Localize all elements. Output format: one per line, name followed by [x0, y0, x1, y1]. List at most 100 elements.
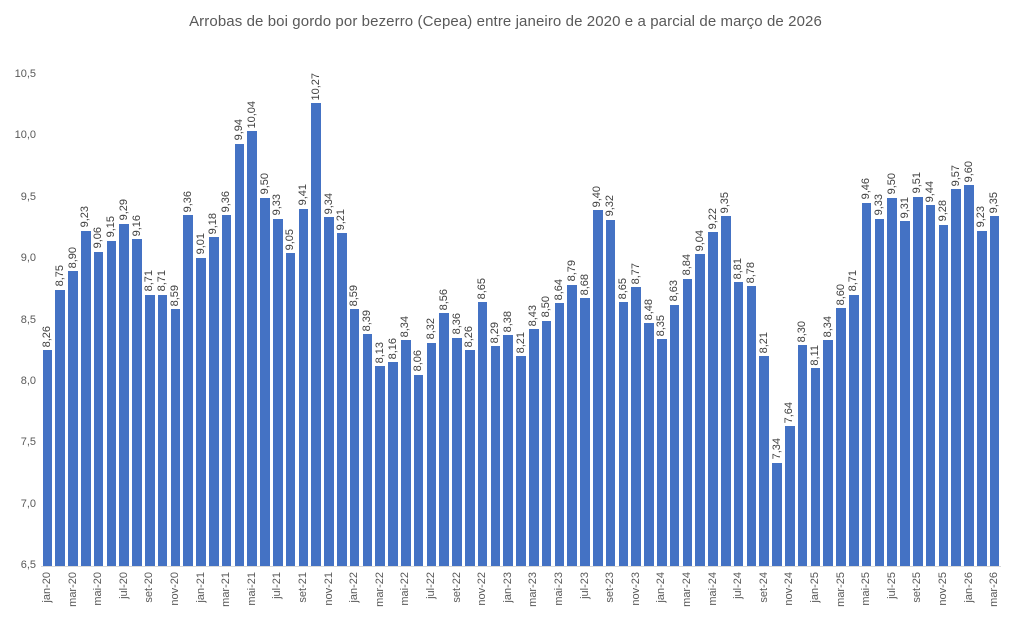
bar-jun-25: [874, 218, 885, 566]
bar-jan-23: [503, 335, 513, 566]
bar-value-label: 9,04: [693, 229, 706, 252]
x-axis-label: jul-20: [117, 572, 130, 599]
x-axis-label: set-25: [911, 572, 924, 603]
x-axis-label: nov-20: [168, 572, 181, 606]
bar-value-label: 8,26: [463, 325, 476, 347]
bar-value-label: 8,32: [424, 318, 437, 340]
bar-value-label: 8,59: [348, 285, 361, 307]
x-axis-label: mar-24: [680, 572, 693, 607]
bar-mar-21: [221, 214, 232, 566]
bar-mai-24: [708, 232, 718, 566]
bar-value-label: 8,68: [578, 273, 591, 296]
bar-value-label: 9,06: [92, 227, 105, 249]
x-axis-label: mai-22: [399, 572, 412, 606]
bar-value-label: 9,31: [898, 196, 911, 219]
bar-dez-23: [644, 322, 654, 566]
bar-jun-23: [567, 284, 577, 566]
bar-jul-23: [580, 298, 590, 566]
y-axis-label: 10,5: [14, 68, 36, 80]
y-axis-label: 9,0: [20, 252, 36, 265]
bar-out-23: [618, 302, 629, 566]
bar-value-label: 9,28: [936, 200, 949, 222]
bar-value-label: 9,36: [181, 190, 194, 212]
bar-fev-25: [823, 340, 833, 566]
bar-value-label: 9,35: [988, 191, 1001, 214]
bar-value-label: 9,32: [604, 195, 617, 217]
y-axis-label: 6,5: [20, 559, 36, 571]
y-axis-label: 7,5: [20, 436, 36, 449]
bar-value-label: 8,90: [66, 246, 79, 269]
bar-value-label: 8,16: [386, 337, 399, 360]
bar-mai-25: [861, 202, 872, 566]
x-axis-label: mai-21: [245, 572, 258, 606]
bar-value-label: 9,33: [872, 194, 885, 216]
bar-value-label: 9,35: [719, 191, 732, 214]
bar-nov-22: [477, 302, 488, 566]
bar-dez-24: [797, 345, 808, 566]
bar-value-label: 10,04: [245, 100, 258, 129]
bar-value-label: 8,75: [53, 265, 66, 287]
bar-fev-20: [55, 289, 65, 566]
bar-mar-25: [836, 308, 846, 566]
bar-value-label: 9,05: [284, 228, 297, 250]
bar-abr-21: [234, 143, 245, 566]
bar-value-label: 8,56: [437, 288, 450, 311]
bar-jan-24: [657, 338, 667, 566]
bar-value-label: 9,50: [258, 173, 271, 195]
y-axis-label: 8,0: [20, 374, 36, 387]
x-axis-label: mar-22: [373, 572, 386, 607]
bar-fev-26: [977, 230, 987, 566]
bar-value-label: 9,44: [924, 180, 937, 203]
bar-nov-23: [631, 287, 641, 566]
bar-mai-22: [401, 340, 411, 566]
x-axis-label: jan-26: [962, 572, 975, 603]
bar-mai-23: [554, 303, 565, 566]
bar-value-label: 9,94: [232, 119, 245, 141]
bar-value-label: 9,23: [79, 206, 92, 228]
bar-out-24: [772, 462, 782, 566]
bar-value-label: 8,78: [744, 261, 757, 284]
bar-mar-23: [529, 329, 539, 566]
bar-value-label: 9,51: [911, 172, 924, 194]
x-axis-label: jul-23: [578, 572, 591, 599]
bar-value-label: 10,27: [309, 72, 322, 101]
bar-jun-21: [260, 197, 270, 566]
bar-ago-21: [285, 252, 296, 566]
bar-jun-20: [106, 240, 117, 566]
x-axis-label: mar-25: [834, 572, 847, 607]
bar-value-label: 8,30: [796, 320, 809, 343]
bar-set-21: [298, 208, 309, 566]
bar-abr-23: [541, 320, 552, 566]
bar-value-label: 8,21: [514, 331, 527, 354]
bar-abr-24: [695, 254, 705, 566]
bar-value-label: 8,48: [642, 298, 655, 320]
bar-set-20: [145, 294, 155, 566]
x-axis-label: jul-24: [732, 572, 745, 599]
y-axis-label: 10,0: [14, 129, 36, 142]
bar-value-label: 8,79: [565, 260, 578, 282]
bar-value-label: 8,35: [655, 314, 668, 336]
bar-fev-23: [516, 356, 526, 566]
bar-ago-23: [593, 210, 603, 566]
bar-abr-20: [81, 230, 91, 566]
x-axis-label: nov-21: [322, 572, 335, 606]
x-axis-label: jan-24: [655, 572, 668, 603]
bar-value-label: 8,06: [412, 350, 425, 372]
bar-value-label: 9,23: [975, 206, 988, 228]
bar-dez-21: [337, 233, 347, 566]
bar-mar-22: [375, 365, 385, 566]
bar-mar-26: [989, 216, 1000, 566]
bar-value-label: 8,26: [40, 325, 53, 347]
x-axis-label: set-24: [757, 572, 770, 603]
bar-dez-20: [183, 214, 193, 566]
bar-value-label: 9,15: [104, 216, 117, 238]
bar-value-label: 8,84: [680, 254, 693, 276]
x-axis-label: set-22: [450, 572, 463, 603]
bar-jul-20: [119, 223, 129, 566]
bar-set-25: [913, 196, 923, 566]
bar-value-label: 8,34: [821, 315, 834, 338]
bar-jul-21: [273, 218, 283, 566]
x-axis-label: jan-20: [40, 572, 53, 603]
bar-value-label: 8,38: [501, 310, 514, 333]
